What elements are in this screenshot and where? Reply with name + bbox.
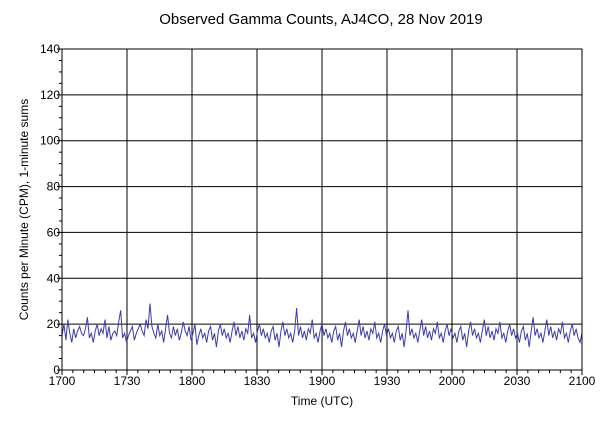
- x-tick-label: 1700: [49, 374, 76, 388]
- y-tick-label: 80: [47, 180, 61, 194]
- y-tick-label: 40: [47, 271, 61, 285]
- x-tick-label: 1730: [114, 374, 141, 388]
- x-tick-label: 2030: [504, 374, 531, 388]
- y-tick-label: 20: [47, 317, 61, 331]
- x-axis-label: Time (UTC): [291, 394, 353, 408]
- x-tick-label: 2100: [569, 374, 596, 388]
- x-tick-label: 1830: [244, 374, 271, 388]
- axis-ticks: [57, 48, 583, 375]
- y-tick-label: 60: [47, 225, 61, 239]
- x-tick-label: 2000: [439, 374, 466, 388]
- x-axis-tick-labels: 1700 1730 1800 1830 1900 1930 2000 2030 2100: [49, 374, 596, 388]
- x-tick-label: 1930: [374, 374, 401, 388]
- series-line: [61, 303, 583, 348]
- y-tick-label: 120: [40, 88, 60, 102]
- x-tick-label: 1800: [179, 374, 206, 388]
- y-tick-label: 100: [40, 134, 60, 148]
- y-tick-label: 0: [53, 363, 60, 377]
- y-axis-tick-labels: 0 20 40 60 80 100 120 140: [40, 42, 60, 377]
- grid-lines: [62, 49, 582, 370]
- chart-title: Observed Gamma Counts, AJ4CO, 28 Nov 201…: [159, 11, 483, 28]
- x-tick-label: 1900: [309, 374, 336, 388]
- y-axis-label: Counts per Minute (CPM), 1-minute sums: [17, 99, 31, 320]
- y-tick-label: 140: [40, 42, 60, 56]
